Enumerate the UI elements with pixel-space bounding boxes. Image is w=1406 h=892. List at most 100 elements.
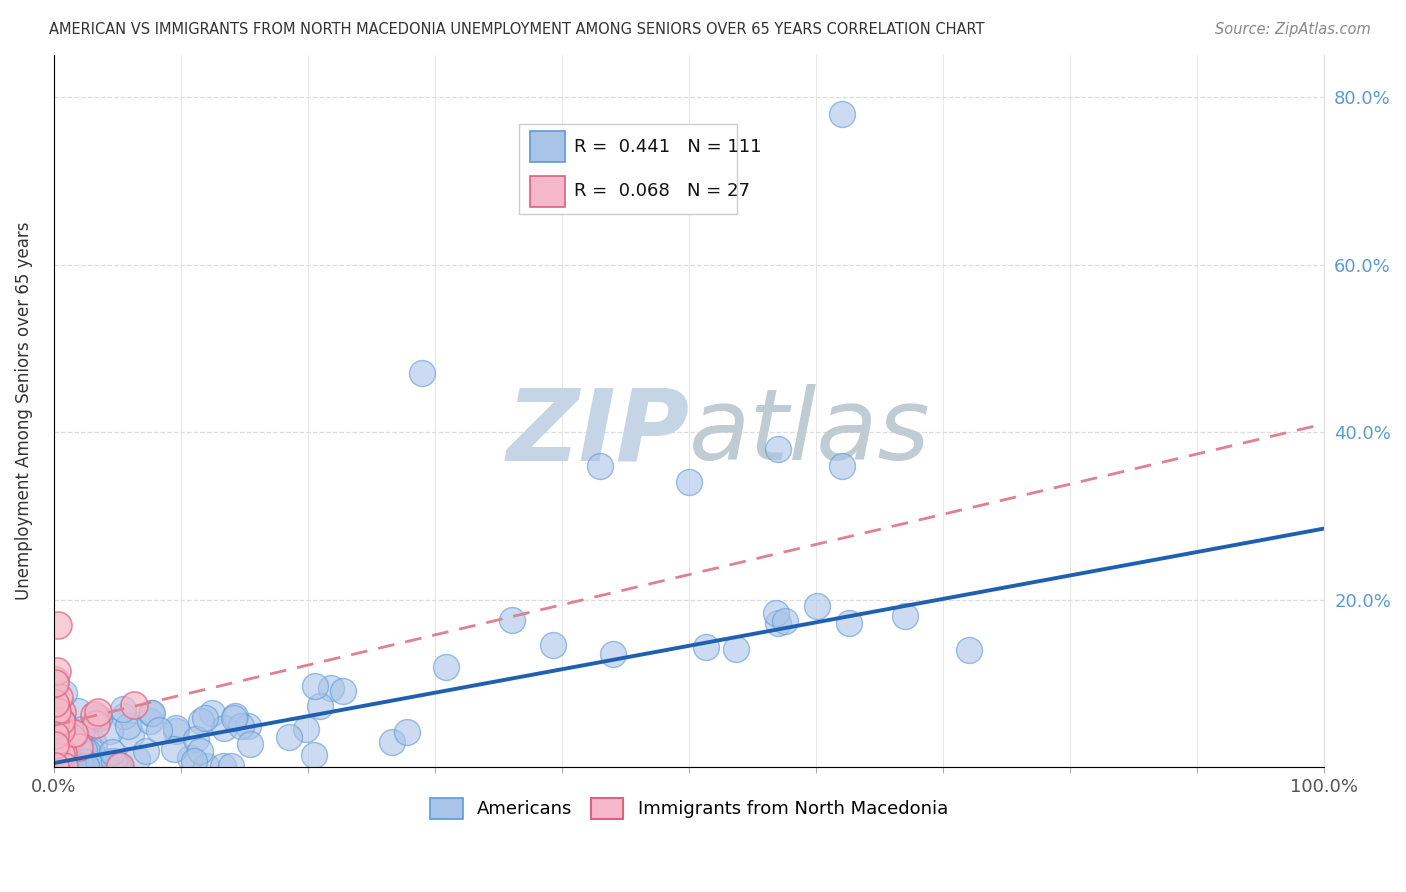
Point xyxy=(51,747,73,761)
Text: R =  0.441   N = 111: R = 0.441 N = 111 xyxy=(574,137,761,155)
Point xyxy=(100,754,122,768)
Point xyxy=(112,709,135,723)
Point xyxy=(695,640,717,655)
Point xyxy=(111,702,134,716)
Point xyxy=(55,759,77,773)
Point xyxy=(46,746,69,760)
Point xyxy=(163,742,186,756)
Point xyxy=(94,756,117,771)
Text: R =  0.068   N = 27: R = 0.068 N = 27 xyxy=(574,182,749,200)
Point xyxy=(108,759,131,773)
Point xyxy=(83,708,105,723)
Point xyxy=(108,759,131,773)
Point xyxy=(211,759,233,773)
Point xyxy=(212,721,235,735)
Point xyxy=(60,740,83,755)
Point xyxy=(44,728,66,742)
Point xyxy=(52,747,75,761)
Point xyxy=(44,759,66,773)
Point xyxy=(295,722,318,736)
Point xyxy=(48,759,70,773)
Point xyxy=(138,714,160,728)
Point xyxy=(141,706,163,720)
Point xyxy=(67,739,90,754)
Point xyxy=(184,732,207,747)
Point xyxy=(70,723,93,737)
Point xyxy=(44,759,66,773)
Legend: Americans, Immigrants from North Macedonia: Americans, Immigrants from North Macedon… xyxy=(423,790,955,826)
Point xyxy=(49,759,72,773)
Point xyxy=(321,681,343,695)
Point xyxy=(86,709,108,723)
Point xyxy=(44,738,66,752)
Point xyxy=(304,748,326,763)
Point xyxy=(188,744,211,758)
Point xyxy=(75,759,97,773)
Point xyxy=(195,759,218,773)
Point xyxy=(97,759,120,773)
Point xyxy=(724,641,747,656)
Point xyxy=(51,723,73,737)
Point xyxy=(65,727,87,741)
Point xyxy=(75,759,97,773)
Point xyxy=(395,725,418,739)
Text: Source: ZipAtlas.com: Source: ZipAtlas.com xyxy=(1215,22,1371,37)
Point xyxy=(55,753,77,767)
Point xyxy=(80,743,103,757)
Point xyxy=(62,725,84,739)
Point xyxy=(806,599,828,614)
Point xyxy=(66,759,89,773)
Point xyxy=(541,638,564,652)
Point xyxy=(766,442,789,456)
Point xyxy=(70,759,93,773)
Point xyxy=(107,759,129,773)
Point xyxy=(70,759,93,773)
Point xyxy=(77,721,100,735)
Point xyxy=(219,759,242,773)
Point xyxy=(201,706,224,721)
Point xyxy=(46,617,69,632)
Point xyxy=(45,716,67,731)
Point xyxy=(236,719,259,733)
Point xyxy=(75,756,97,770)
Point xyxy=(105,759,128,773)
Point xyxy=(56,739,79,754)
Point xyxy=(60,730,83,744)
Point xyxy=(239,737,262,751)
Point xyxy=(589,458,612,473)
Point xyxy=(179,750,201,764)
Point xyxy=(103,755,125,769)
Text: ZIP: ZIP xyxy=(506,384,689,481)
Point xyxy=(602,647,624,661)
Point xyxy=(59,736,82,750)
Point xyxy=(224,711,246,725)
Point xyxy=(66,759,89,773)
Point xyxy=(51,714,73,729)
Point xyxy=(72,759,94,773)
Text: AMERICAN VS IMMIGRANTS FROM NORTH MACEDONIA UNEMPLOYMENT AMONG SENIORS OVER 65 Y: AMERICAN VS IMMIGRANTS FROM NORTH MACEDO… xyxy=(49,22,984,37)
Point xyxy=(125,752,148,766)
Point xyxy=(229,719,252,733)
Point xyxy=(148,723,170,737)
Point xyxy=(194,711,217,725)
Y-axis label: Unemployment Among Seniors over 65 years: Unemployment Among Seniors over 65 years xyxy=(15,222,32,600)
Point xyxy=(82,759,104,773)
Point xyxy=(381,735,404,749)
Point xyxy=(135,744,157,758)
Point xyxy=(120,728,142,742)
Point xyxy=(101,745,124,759)
Point xyxy=(89,754,111,768)
Point xyxy=(139,706,162,720)
Point xyxy=(73,759,96,773)
Point xyxy=(56,734,79,748)
Point xyxy=(98,723,121,738)
Point xyxy=(80,759,103,773)
Point xyxy=(308,699,330,714)
Point xyxy=(304,679,326,693)
Point xyxy=(46,664,69,678)
Point xyxy=(838,616,860,631)
Point xyxy=(49,714,72,728)
Point xyxy=(66,704,89,718)
Point xyxy=(46,705,69,719)
Point xyxy=(77,754,100,768)
